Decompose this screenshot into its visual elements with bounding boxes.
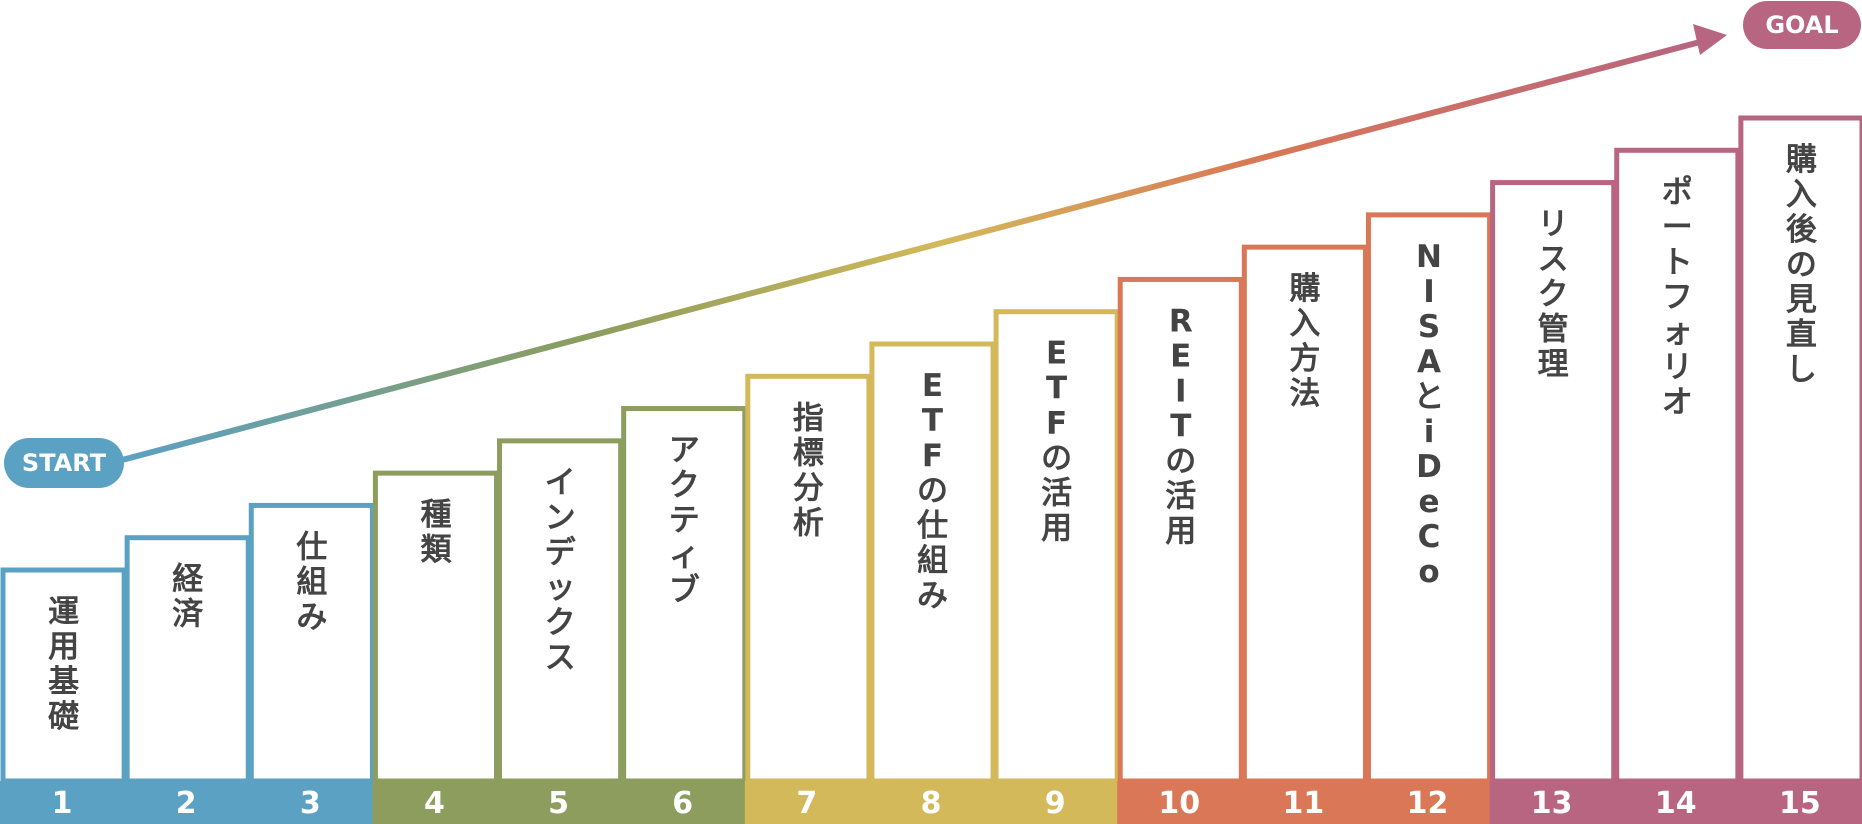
step-2-column <box>124 535 251 784</box>
step-13-column <box>1490 180 1617 784</box>
step-5-band <box>496 781 622 824</box>
step-11-column <box>1241 244 1368 784</box>
step-11-band <box>1241 781 1367 824</box>
step-12-column <box>1365 212 1493 784</box>
progress-arrow-line <box>119 39 1703 463</box>
step-1-number: 1 <box>52 786 73 821</box>
step-2-number: 2 <box>176 786 197 821</box>
step-5-column <box>497 438 624 784</box>
goal-pill <box>1743 1 1861 49</box>
goal-label: GOAL <box>1765 11 1838 39</box>
step-3-label: 仕組み <box>296 529 327 635</box>
progress-arrow <box>119 24 1727 463</box>
step-14-label: ポートフォリオ <box>1662 174 1693 420</box>
step-4-column <box>372 470 500 784</box>
step-11-label: 購入方法 <box>1289 271 1320 412</box>
step-8-number: 8 <box>921 786 942 821</box>
start-pill <box>4 438 124 488</box>
start-label: START <box>22 449 107 477</box>
step-15-number: 15 <box>1779 786 1821 821</box>
step-14-band <box>1613 781 1739 824</box>
step-7-label: 指標分析 <box>793 400 824 541</box>
step-15-label: 購入後の見直し <box>1786 142 1818 388</box>
step-11-number: 11 <box>1283 786 1325 821</box>
step-10-number: 10 <box>1158 786 1200 821</box>
step-10-band <box>1117 781 1242 824</box>
step-14-number: 14 <box>1655 786 1697 821</box>
step-10-label: R E I T の活用 <box>1165 303 1196 549</box>
step-9-number: 9 <box>1045 786 1066 821</box>
step-8-label: E T F の仕組み <box>917 368 948 614</box>
step-8-column <box>869 341 996 784</box>
step-7-band <box>744 781 870 824</box>
step-15-column <box>1738 115 1862 784</box>
step-15-band <box>1737 781 1862 824</box>
step-6-number: 6 <box>672 786 693 821</box>
step-6-column <box>621 406 748 784</box>
step-4-number: 4 <box>424 786 445 821</box>
step-14-column <box>1614 147 1741 784</box>
step-6-label: アクティブ <box>669 433 700 609</box>
step-7-column <box>745 373 872 784</box>
steps-layer: 1 運用基礎 2 経済 3 仕組み 4 種類 5 インデックス 6 アクティブ 7 指標分析 8 E T F の仕組… <box>0 115 1862 824</box>
step-4-label: 種類 <box>420 497 452 568</box>
step-3-band <box>248 781 373 824</box>
step-5-label: インデックス <box>545 465 577 676</box>
step-7-number: 7 <box>796 786 817 821</box>
step-10-column <box>1117 276 1244 784</box>
step-13-label: リスク管理 <box>1538 207 1569 383</box>
step-4-band <box>372 781 498 824</box>
start-badge: START <box>4 438 124 488</box>
arrow-head-icon <box>1693 24 1727 55</box>
step-3-number: 3 <box>300 786 321 821</box>
step-12-band <box>1365 781 1491 824</box>
step-1-band <box>0 781 125 824</box>
step-1-label: 運用基礎 <box>48 594 79 735</box>
goal-badge: GOAL <box>1743 1 1861 49</box>
step-3-column <box>248 502 375 784</box>
step-6-band <box>620 781 746 824</box>
step-9-band <box>993 781 1118 824</box>
step-1-column <box>0 567 127 784</box>
step-12-number: 12 <box>1407 786 1449 821</box>
step-9-column <box>993 309 1120 784</box>
step-13-band <box>1489 781 1615 824</box>
step-5-number: 5 <box>548 786 569 821</box>
step-2-label: 経済 <box>172 562 204 633</box>
step-13-number: 13 <box>1531 786 1573 821</box>
step-8-band <box>868 781 994 824</box>
step-2-band <box>124 781 249 824</box>
step-9-label: E T F の活用 <box>1041 336 1072 547</box>
